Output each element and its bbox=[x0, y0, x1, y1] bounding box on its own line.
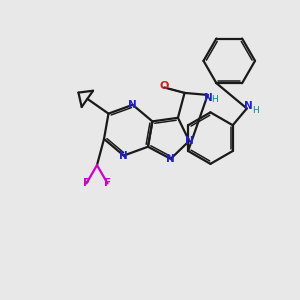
Text: N: N bbox=[204, 93, 213, 103]
Text: N: N bbox=[244, 101, 253, 112]
Text: H: H bbox=[211, 95, 218, 104]
Text: N: N bbox=[166, 154, 175, 164]
Text: H: H bbox=[252, 106, 259, 115]
Text: N: N bbox=[128, 100, 137, 110]
Text: O: O bbox=[160, 82, 169, 92]
Text: N: N bbox=[119, 151, 128, 160]
Text: F: F bbox=[83, 178, 90, 188]
Text: N: N bbox=[185, 136, 194, 146]
Text: F: F bbox=[104, 178, 111, 188]
